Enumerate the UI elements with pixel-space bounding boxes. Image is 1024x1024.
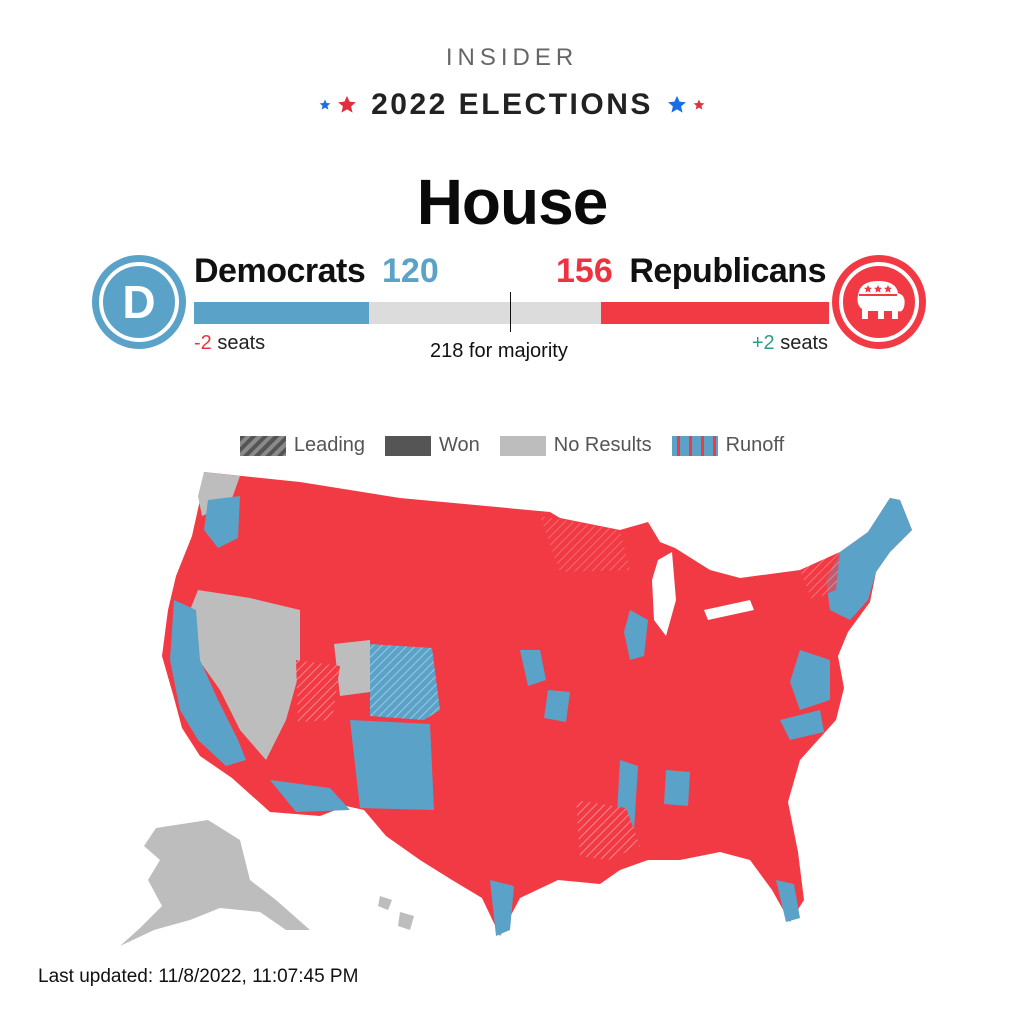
right-stars-icon xyxy=(667,95,705,115)
democrat-atlanta xyxy=(664,770,690,806)
legend-item-leading: Leading xyxy=(239,434,366,457)
left-stars-icon xyxy=(319,95,357,115)
democrat-minnesota xyxy=(520,650,546,686)
republicans-label: Republicans xyxy=(629,252,826,290)
democrat-colorado xyxy=(370,644,440,720)
seat-progress-bar xyxy=(194,302,829,324)
majority-label: 218 for majority xyxy=(430,340,568,362)
no-results-swatch-icon xyxy=(499,435,546,456)
hawaii xyxy=(378,896,414,930)
won-swatch-icon xyxy=(385,435,432,456)
democrat-northeast xyxy=(826,498,912,620)
lake-erie xyxy=(704,600,754,620)
us-house-district-map xyxy=(120,472,912,946)
legend-label: Won xyxy=(439,434,480,456)
democrat-west-coast xyxy=(170,600,246,766)
democrat-logo-icon: D xyxy=(92,255,186,349)
democrat-new-mexico xyxy=(350,720,434,810)
alaska xyxy=(120,820,310,946)
no-results-utah xyxy=(334,640,370,696)
leading-republican-arizona xyxy=(296,660,340,722)
republican-seat-change-suffix: seats xyxy=(774,332,828,354)
democrat-kansas-city xyxy=(544,690,570,722)
no-results-nevada-california xyxy=(190,590,300,760)
democrat-mid-atlantic xyxy=(790,650,830,710)
democrats-seat-count: 120 xyxy=(382,252,439,290)
leading-swatch-icon xyxy=(239,435,286,456)
democrat-seat-bar xyxy=(194,302,370,324)
republican-seat-bar xyxy=(601,302,829,324)
democrat-washington xyxy=(204,496,240,548)
leading-republican-louisiana xyxy=(576,800,640,860)
democrat-south-florida xyxy=(776,880,800,922)
section-title: 2022 ELECTIONS xyxy=(371,88,653,121)
runoff-swatch-icon xyxy=(671,435,718,456)
democrat-seat-change: -2 seats xyxy=(194,332,265,355)
map-legend: Leading Won No Results Runoff xyxy=(0,434,1024,457)
lower-48-states xyxy=(162,472,912,936)
last-updated-timestamp: Last updated: 11/8/2022, 11:07:45 PM xyxy=(38,966,359,987)
republican-elephant-icon xyxy=(832,255,926,349)
leading-republican-minnesota xyxy=(540,516,630,572)
republican-seat-change: +2 seats xyxy=(752,332,828,355)
great-lakes xyxy=(652,552,676,636)
majority-marker xyxy=(510,292,511,332)
democrat-seat-change-suffix: seats xyxy=(211,332,266,354)
legend-label: Leading xyxy=(293,434,366,456)
democrat-southwest-arizona xyxy=(270,780,350,812)
legend-item-no-results: No Results xyxy=(499,434,652,457)
section-header: 2022 ELECTIONS xyxy=(0,88,1024,122)
democrat-logo-letter: D xyxy=(122,276,155,328)
page-title: House xyxy=(416,166,609,238)
legend-label: No Results xyxy=(553,434,652,456)
republicans-seat-count: 156 xyxy=(556,252,613,290)
legend-label: Runoff xyxy=(725,434,785,456)
democrat-south-texas xyxy=(490,880,514,936)
republican-seat-delta: +2 xyxy=(751,332,775,354)
democrat-north-carolina xyxy=(780,710,824,740)
legend-item-runoff: Runoff xyxy=(671,434,785,457)
democrat-illinois xyxy=(624,610,648,660)
brand-wordmark: INSIDER xyxy=(445,44,579,71)
democrats-label: Democrats xyxy=(194,252,366,290)
democrat-seat-delta: -2 xyxy=(194,332,212,354)
leading-republican-new-york xyxy=(800,552,840,600)
legend-item-won: Won xyxy=(385,434,480,457)
